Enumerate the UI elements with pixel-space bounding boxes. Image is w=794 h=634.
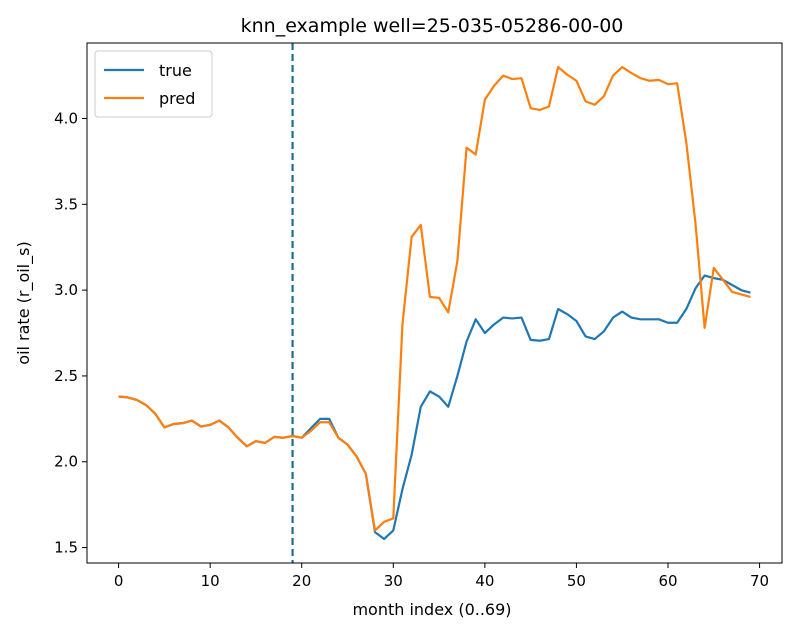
legend: true pred [94,50,213,118]
x-tick-label: 60 [658,572,677,590]
y-tick-label: 3.5 [54,195,78,213]
x-tick-label: 40 [475,572,494,590]
legend-label-pred: pred [159,89,195,108]
y-tick-label: 4.0 [54,110,78,128]
legend-box [94,50,213,118]
x-tick-label: 0 [114,572,124,590]
y-axis: 1.5 2.0 2.5 3.0 3.5 4.0 [54,110,87,557]
y-tick-label: 1.5 [54,539,78,557]
plot-frame [86,42,783,564]
y-axis-label: oil rate (r_oil_s) [14,241,34,364]
series-line-pred [118,65,751,532]
y-tick-label: 3.0 [54,281,78,299]
x-axis-label: month index (0..69) [352,600,511,619]
chart-title: knn_example well=25-035-05286-00-00 [241,15,624,37]
x-axis: 0 10 20 30 40 50 60 70 [114,563,769,590]
x-tick-label: 30 [384,572,403,590]
y-tick-label: 2.0 [54,453,78,471]
y-tick-label: 2.5 [54,367,78,385]
x-tick-label: 10 [201,572,220,590]
x-tick-label: 50 [567,572,586,590]
plot-area [118,43,751,563]
legend-label-true: true [159,61,192,80]
x-tick-label: 70 [750,572,769,590]
x-tick-label: 20 [292,572,311,590]
